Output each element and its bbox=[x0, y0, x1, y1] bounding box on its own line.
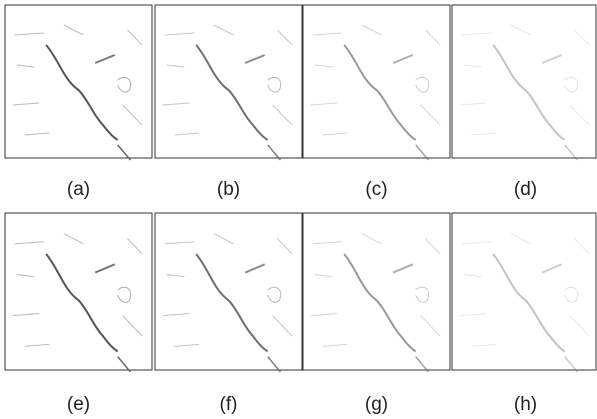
panel-frame bbox=[451, 212, 597, 371]
image-panel: (g) bbox=[302, 212, 451, 415]
panel-caption: (f) bbox=[220, 394, 238, 415]
image-panel: (f) bbox=[154, 212, 303, 415]
image-panel: (c) bbox=[302, 4, 451, 200]
image-panel: (d) bbox=[451, 4, 597, 200]
image-panel: (h) bbox=[451, 212, 597, 415]
panel-caption: (a) bbox=[67, 179, 90, 200]
panel-caption: (c) bbox=[365, 179, 387, 200]
panels: (a) (b) (c) (d) (e) (f) (g) (h) bbox=[4, 4, 597, 415]
panel-frame bbox=[451, 4, 597, 159]
panel-caption: (b) bbox=[217, 179, 240, 200]
image-panel: (b) bbox=[154, 4, 303, 200]
panel-caption: (e) bbox=[67, 394, 90, 415]
panel-caption: (g) bbox=[365, 394, 388, 415]
panel-caption: (h) bbox=[514, 394, 537, 415]
panel-caption: (d) bbox=[514, 179, 537, 200]
image-panel: (a) bbox=[4, 4, 153, 200]
image-panel: (e) bbox=[4, 212, 153, 415]
